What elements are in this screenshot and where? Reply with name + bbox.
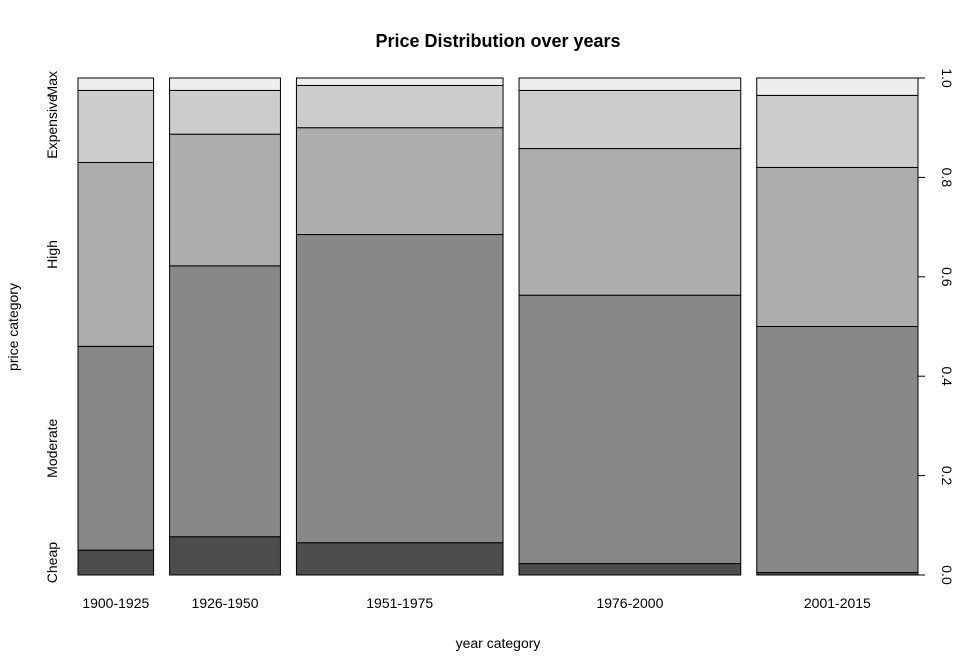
bar-segment-expensive-5 bbox=[756, 94, 919, 168]
bar-segment-max-5 bbox=[756, 77, 919, 96]
bar-segment-moderate-2 bbox=[169, 265, 281, 538]
bar-segment-moderate-4 bbox=[518, 294, 742, 565]
x-tick-label: 1900-1925 bbox=[82, 595, 149, 611]
x-tick-label: 2001-2015 bbox=[804, 595, 871, 611]
x-tick-label: 1926-1950 bbox=[192, 595, 259, 611]
bar-segment-max-4 bbox=[518, 77, 742, 91]
y-right-tick-label: 0.2 bbox=[939, 466, 955, 486]
x-tick-label: 1951-1975 bbox=[366, 595, 433, 611]
bar-segment-max-1 bbox=[77, 77, 155, 91]
bar-segment-high-5 bbox=[756, 166, 919, 327]
bar-segment-moderate-5 bbox=[756, 326, 919, 574]
bar-segment-cheap-2 bbox=[169, 536, 281, 576]
bar-segment-moderate-3 bbox=[295, 234, 504, 544]
y-category-label: Moderate bbox=[44, 418, 60, 477]
y-category-label: High bbox=[44, 240, 60, 269]
x-tick-labels: 1900-1925 1926-1950 1951-1975 1976-2000 2001… bbox=[82, 595, 871, 611]
y-right-tick-label: 0.4 bbox=[939, 366, 955, 386]
x-axis-label: year category bbox=[456, 635, 541, 651]
bar-segment-cheap-4 bbox=[518, 563, 742, 576]
bar-segment-high-3 bbox=[295, 127, 504, 236]
x-tick-label: 1976-2000 bbox=[596, 595, 663, 611]
chart-title: Price Distribution over years bbox=[375, 31, 620, 51]
bar-segment-max-3 bbox=[295, 77, 504, 86]
bars-group bbox=[77, 77, 919, 576]
bar-segment-expensive-2 bbox=[169, 89, 281, 135]
y-right-tick-label: 0.6 bbox=[939, 267, 955, 287]
bar-segment-high-4 bbox=[518, 148, 742, 296]
bar-segment-cheap-3 bbox=[295, 542, 504, 576]
bar-segment-expensive-3 bbox=[295, 84, 504, 129]
y-category-label: Cheap bbox=[44, 542, 60, 583]
bar-segment-high-1 bbox=[77, 161, 155, 347]
bar-segment-max-2 bbox=[169, 77, 281, 91]
y-right-axis: 0.0 0.2 0.4 0.6 0.8 1.0 bbox=[917, 68, 955, 585]
bar-segment-expensive-4 bbox=[518, 89, 742, 150]
bar-segment-moderate-1 bbox=[77, 345, 155, 551]
bar-segment-expensive-1 bbox=[77, 89, 155, 163]
y-right-tick-label: 0.8 bbox=[939, 168, 955, 188]
y-category-label: Expensive bbox=[44, 94, 60, 159]
y-right-tick-label: 1.0 bbox=[939, 68, 955, 88]
y-axis-label: price category bbox=[5, 283, 21, 371]
y-category-label: Max bbox=[44, 71, 60, 97]
bar-segment-cheap-1 bbox=[77, 549, 155, 576]
y-right-tick-label: 0.0 bbox=[939, 565, 955, 585]
bar-segment-high-2 bbox=[169, 133, 281, 267]
